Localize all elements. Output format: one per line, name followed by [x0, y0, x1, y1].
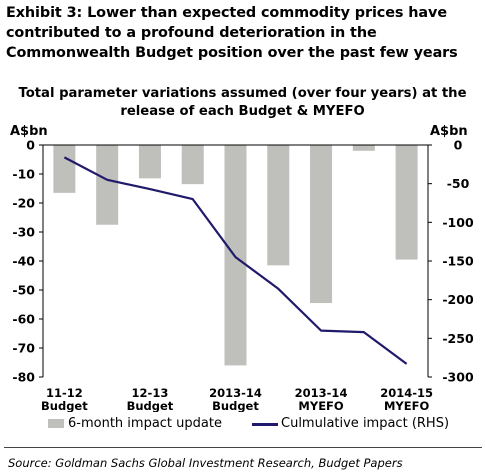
- left-tick-label-0: 0: [26, 138, 35, 153]
- x-label-0-line1: 11-12: [46, 386, 83, 400]
- legend-bar-label: 6-month impact update: [68, 416, 222, 431]
- legend-line-swatch: [252, 423, 278, 426]
- left-tick-label-8: -80: [12, 370, 35, 385]
- x-label-3-line1: 2013-14: [295, 386, 348, 400]
- x-label-1-line1: 12-13: [132, 386, 169, 400]
- left-tick-label-5: -50: [12, 283, 35, 298]
- exhibit-title: Exhibit 3: Lower than expected commodity…: [6, 5, 458, 61]
- chart-title: Total parameter variations assumed (over…: [18, 86, 467, 119]
- right-tick-label-4: -200: [442, 292, 474, 307]
- legend-bar-swatch: [48, 419, 64, 428]
- left-tick-label-6: -60: [12, 312, 35, 327]
- bar-8: [395, 145, 418, 260]
- left-tick-label-1: -10: [12, 167, 35, 182]
- x-label-1-line2: Budget: [127, 399, 174, 412]
- left-tick-label-3: -30: [12, 225, 35, 240]
- right-tick-label-6: -300: [442, 370, 474, 385]
- bar-5: [267, 145, 290, 266]
- x-label-4-line1: 2014-15: [380, 386, 433, 400]
- bar-7: [352, 145, 375, 151]
- x-label-2-line2: Budget: [212, 399, 259, 412]
- left-axis-unit: A$bn: [10, 124, 48, 139]
- x-label-3-line2: MYEFO: [298, 399, 343, 412]
- x-label-2-line1: 2013-14: [209, 386, 262, 400]
- chart-canvas: 0 -10 -20 -30 -40 -50 -60 -70 -80 0 -50 -100 -150 -20…: [12, 138, 474, 413]
- x-label-0-line2: Budget: [41, 399, 88, 412]
- cumulative-impact-line: [63, 156, 408, 365]
- bar-4: [224, 145, 247, 366]
- right-tick-label-3: -150: [442, 254, 474, 269]
- legend-line-label: Culmulative impact (RHS): [281, 416, 450, 431]
- right-tick-label-0: 0: [454, 138, 463, 153]
- left-tick-label-4: -40: [12, 254, 35, 269]
- source-note: Source: Goldman Sachs Global Investment …: [8, 456, 403, 470]
- right-axis-unit: A$bn: [430, 124, 468, 139]
- bar-0: [53, 145, 76, 193]
- source-divider: [4, 447, 482, 448]
- bar-3: [181, 145, 204, 185]
- right-tick-label-2: -100: [442, 215, 474, 230]
- right-tick-label-5: -250: [442, 331, 474, 346]
- right-tick-label-1: -50: [447, 176, 470, 191]
- bar-6: [310, 145, 333, 304]
- left-tick-label-2: -20: [12, 196, 35, 211]
- bar-1: [96, 145, 119, 225]
- left-tick-label-7: -70: [12, 341, 35, 356]
- x-label-4-line2: MYEFO: [384, 399, 429, 412]
- bar-2: [138, 145, 161, 179]
